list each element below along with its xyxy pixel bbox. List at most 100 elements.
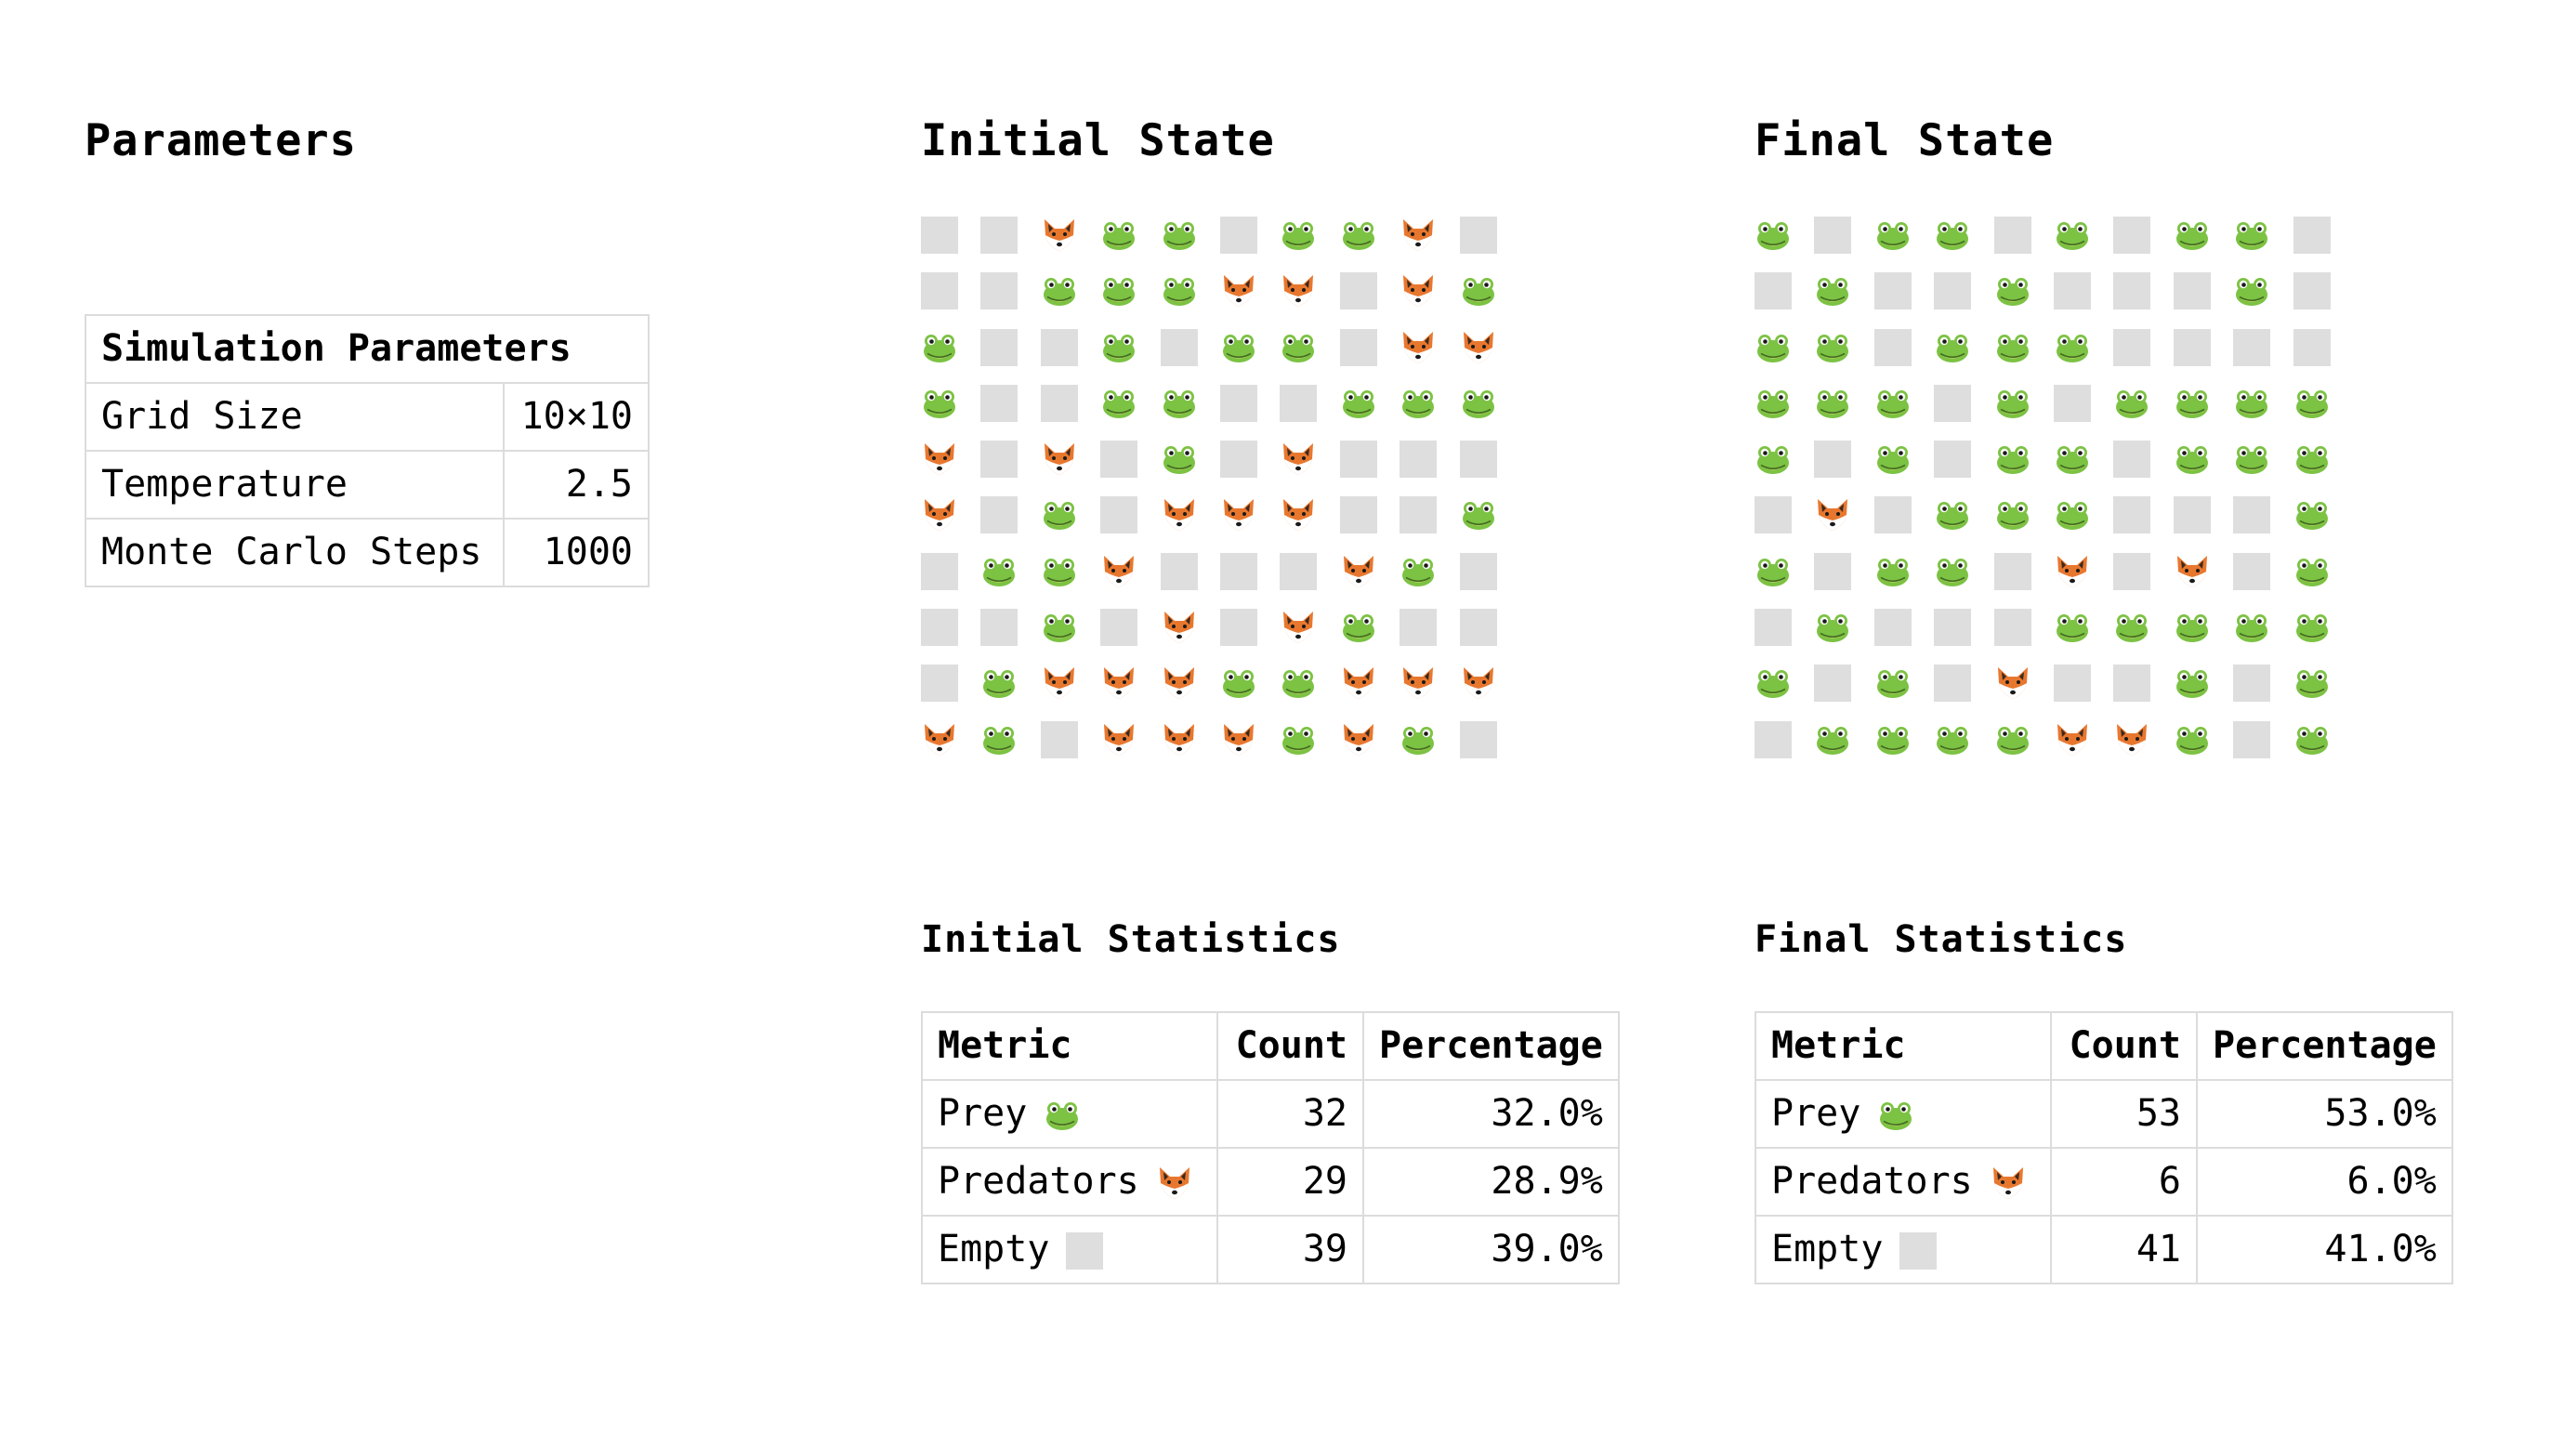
percentage-cell: 6.0% xyxy=(2196,1147,2453,1217)
table-header-row: Simulation Parameters xyxy=(85,314,650,384)
frog-icon xyxy=(1934,553,1971,590)
fox-icon xyxy=(1340,553,1377,590)
empty-square-icon xyxy=(1160,552,1198,590)
frog-icon xyxy=(1755,329,1792,366)
fox-icon xyxy=(921,441,958,478)
percentage-cell: 53.0% xyxy=(2196,1079,2453,1149)
frog-icon xyxy=(1934,721,1971,758)
percentage-header: Percentage xyxy=(2196,1011,2453,1081)
empty-square-icon xyxy=(1040,384,1078,422)
frog-icon xyxy=(1280,665,1317,702)
frog-icon xyxy=(1874,385,1912,422)
frog-icon xyxy=(2233,272,2270,309)
frog-icon xyxy=(1994,272,2031,309)
empty-square-icon xyxy=(1066,1232,1104,1270)
fox-icon xyxy=(1161,721,1198,758)
metric-label: Predators xyxy=(1771,1160,1973,1203)
fox-icon xyxy=(1460,665,1497,702)
frog-icon xyxy=(1400,385,1437,422)
empty-square-icon xyxy=(1993,217,2031,254)
empty-square-icon xyxy=(1339,328,1377,366)
empty-square-icon xyxy=(980,609,1019,647)
fox-icon xyxy=(1220,272,1257,309)
initial-statistics-table: Metric Count Percentage Prey 32 32.0% Pr… xyxy=(921,1011,1620,1284)
empty-square-icon xyxy=(1873,496,1912,534)
frog-icon xyxy=(2293,385,2331,422)
frog-icon xyxy=(1340,217,1377,254)
fox-icon xyxy=(1100,553,1137,590)
fox-icon xyxy=(1400,329,1437,366)
empty-square-icon xyxy=(1219,217,1257,254)
fox-icon xyxy=(1220,496,1257,533)
fox-icon xyxy=(921,721,958,758)
frog-icon xyxy=(1041,496,1078,533)
metric-label: Empty xyxy=(1771,1228,1884,1270)
empty-square-icon xyxy=(1040,328,1078,366)
frog-icon xyxy=(1814,329,1851,366)
empty-square-icon xyxy=(1219,552,1257,590)
frog-icon xyxy=(1400,721,1437,758)
fox-icon xyxy=(2054,553,2091,590)
count-cell: 29 xyxy=(1216,1147,1364,1217)
empty-square-icon xyxy=(1755,609,1792,647)
empty-square-icon xyxy=(2233,328,2271,366)
frog-icon xyxy=(1994,496,2031,533)
frog-icon xyxy=(1220,665,1257,702)
final-statistics-title: Final Statistics xyxy=(1755,918,2128,961)
count-header: Count xyxy=(2050,1011,2198,1081)
empty-square-icon xyxy=(1755,272,1792,310)
table-row: Empty 39 39.0% xyxy=(921,1215,1620,1284)
frog-icon xyxy=(1220,329,1257,366)
frog-icon xyxy=(1994,441,2031,478)
initial-statistics-title: Initial Statistics xyxy=(921,918,1341,961)
empty-square-icon xyxy=(2053,272,2091,310)
empty-square-icon xyxy=(1219,609,1257,647)
empty-square-icon xyxy=(1755,720,1792,758)
frog-icon xyxy=(1874,217,1912,254)
frog-icon xyxy=(2174,217,2211,254)
table-row: Grid Size 10×10 xyxy=(85,382,650,452)
empty-square-icon xyxy=(1459,720,1497,758)
fox-icon xyxy=(1994,665,2031,702)
metric-label: Empty xyxy=(938,1228,1050,1270)
fox-icon xyxy=(1460,329,1497,366)
frog-icon xyxy=(1100,329,1137,366)
fox-icon xyxy=(2174,553,2211,590)
frog-icon xyxy=(2233,217,2270,254)
frog-icon xyxy=(1874,721,1912,758)
empty-square-icon xyxy=(1400,496,1438,534)
empty-square-icon xyxy=(1100,496,1138,534)
empty-square-icon xyxy=(921,665,958,703)
fox-icon xyxy=(1400,665,1437,702)
param-value: 10×10 xyxy=(503,382,650,452)
frog-icon xyxy=(1041,609,1078,646)
frog-icon xyxy=(1280,329,1317,366)
frog-icon xyxy=(1874,665,1912,702)
percentage-cell: 28.9% xyxy=(1362,1147,1620,1217)
param-label: Grid Size xyxy=(85,382,505,452)
frog-icon xyxy=(2174,721,2211,758)
empty-square-icon xyxy=(1040,720,1078,758)
frog-icon xyxy=(2233,609,2270,646)
empty-square-icon xyxy=(1459,609,1497,647)
empty-square-icon xyxy=(1814,217,1852,254)
metric-label: Prey xyxy=(938,1092,1028,1135)
fox-icon xyxy=(1161,496,1198,533)
frog-icon xyxy=(1934,496,1971,533)
parameters-title: Parameters xyxy=(85,115,357,166)
empty-square-icon xyxy=(1160,328,1198,366)
empty-square-icon xyxy=(1993,552,2031,590)
empty-square-icon xyxy=(2233,496,2271,534)
frog-icon xyxy=(2054,496,2091,533)
empty-square-icon xyxy=(1934,384,1972,422)
frog-icon xyxy=(1874,441,1912,478)
count-cell: 41 xyxy=(2050,1215,2198,1284)
empty-square-icon xyxy=(921,609,958,647)
frog-icon xyxy=(1755,217,1792,254)
table-header-row: Metric Count Percentage xyxy=(921,1011,1620,1081)
percentage-header: Percentage xyxy=(1362,1011,1620,1081)
frog-icon xyxy=(1994,721,2031,758)
initial-state-title: Initial State xyxy=(921,115,1275,166)
empty-square-icon xyxy=(1100,441,1138,479)
empty-square-icon xyxy=(1934,665,1972,703)
